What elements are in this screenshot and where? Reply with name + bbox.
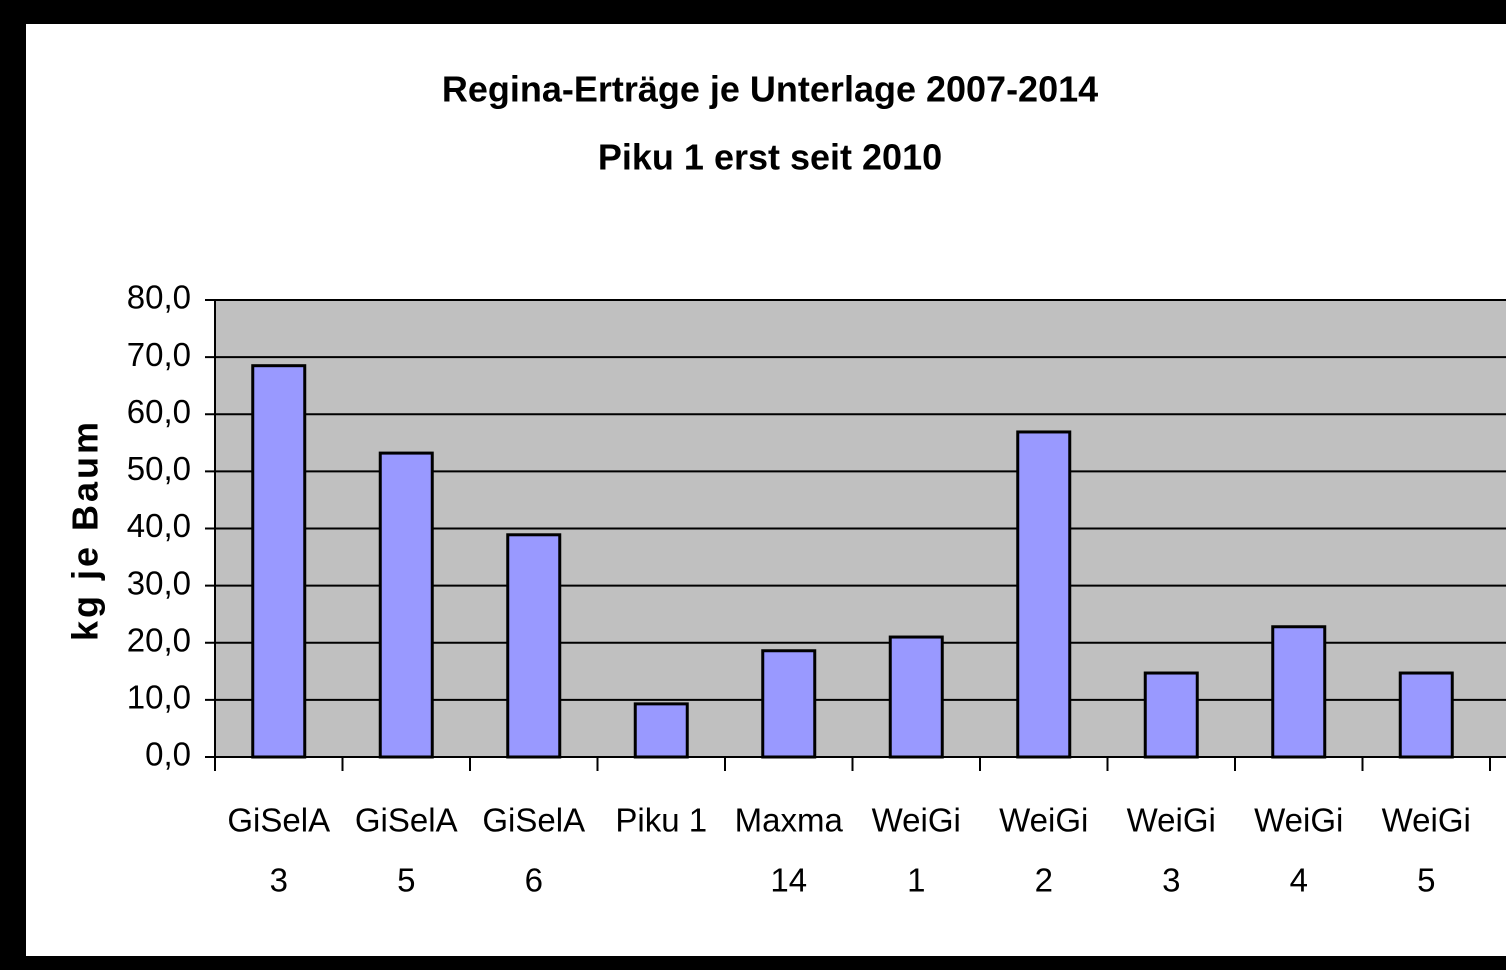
y-tick-label: 60,0 bbox=[127, 393, 191, 430]
x-tick-label: Piku 1 bbox=[615, 802, 707, 839]
x-tick-label: WeiGi bbox=[1127, 802, 1216, 839]
y-tick-label: 80,0 bbox=[127, 279, 191, 316]
bar bbox=[761, 649, 817, 759]
x-tick-label: Maxma bbox=[735, 802, 844, 839]
y-tick-label: 40,0 bbox=[127, 507, 191, 544]
y-axis-label: kg je Baum bbox=[65, 419, 106, 641]
chart-subtitle: Piku 1 erst seit 2010 bbox=[598, 137, 942, 178]
bar bbox=[888, 635, 944, 759]
bar bbox=[1398, 671, 1454, 759]
y-tick-label: 30,0 bbox=[127, 564, 191, 601]
bar bbox=[1271, 625, 1327, 759]
bar bbox=[378, 451, 434, 759]
y-tick-label: 10,0 bbox=[127, 679, 191, 716]
x-tick-label: 2 bbox=[1035, 862, 1053, 899]
x-tick-label: GiSelA bbox=[482, 802, 585, 839]
bar bbox=[1016, 430, 1072, 759]
x-tick-label: 5 bbox=[397, 862, 415, 899]
x-tick-label: GiSelA bbox=[227, 802, 330, 839]
bar bbox=[506, 533, 562, 759]
y-tick-label: 20,0 bbox=[127, 621, 191, 658]
y-tick-label: 50,0 bbox=[127, 450, 191, 487]
x-tick-label: WeiGi bbox=[1382, 802, 1471, 839]
chart-title: Regina-Erträge je Unterlage 2007-2014 bbox=[442, 69, 1098, 110]
x-tick-label: 6 bbox=[525, 862, 543, 899]
x-tick-label: 3 bbox=[1162, 862, 1180, 899]
bar bbox=[251, 364, 307, 759]
x-tick-label: 5 bbox=[1417, 862, 1435, 899]
x-tick-label: WeiGi bbox=[999, 802, 1088, 839]
y-tick-label: 0,0 bbox=[145, 736, 191, 773]
y-tick-label: 70,0 bbox=[127, 336, 191, 373]
x-tick-label: 1 bbox=[907, 862, 925, 899]
x-tick-label: 14 bbox=[770, 862, 807, 899]
bar bbox=[1143, 671, 1199, 759]
x-tick-label: 3 bbox=[270, 862, 288, 899]
bar bbox=[633, 702, 689, 759]
x-tick-label: WeiGi bbox=[872, 802, 961, 839]
x-tick-label: WeiGi bbox=[1254, 802, 1343, 839]
x-tick-label: GiSelA bbox=[355, 802, 458, 839]
x-tick-label: 4 bbox=[1290, 862, 1308, 899]
